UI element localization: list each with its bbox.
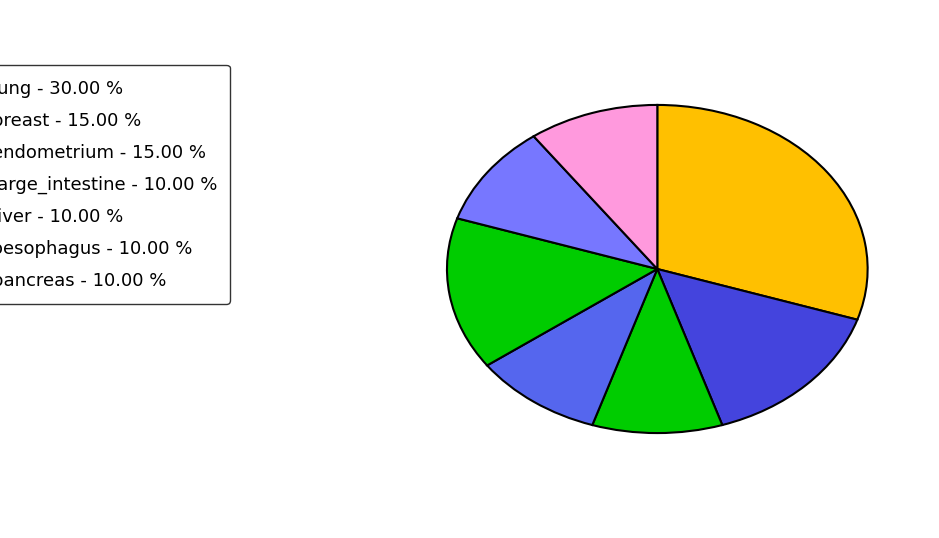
Wedge shape <box>487 269 657 425</box>
Wedge shape <box>593 269 722 433</box>
Wedge shape <box>657 105 868 320</box>
Wedge shape <box>657 269 857 425</box>
Wedge shape <box>447 218 657 365</box>
Wedge shape <box>457 136 657 269</box>
Legend: lung - 30.00 %, breast - 15.00 %, endometrium - 15.00 %, large_intestine - 10.00: lung - 30.00 %, breast - 15.00 %, endome… <box>0 65 230 304</box>
Wedge shape <box>533 105 657 269</box>
